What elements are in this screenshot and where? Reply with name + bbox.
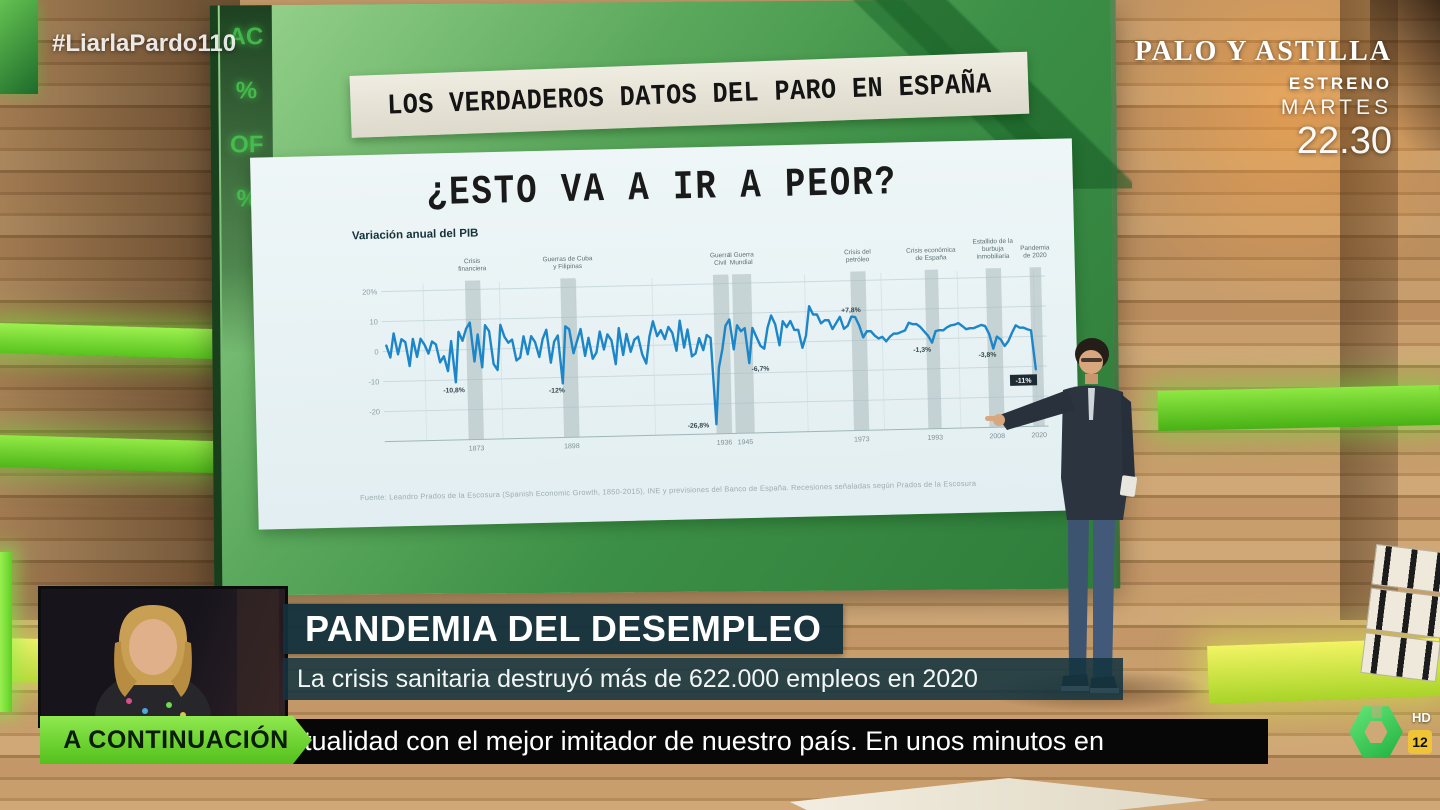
lasexta-logo-hole [1364, 720, 1388, 744]
presenter-jeans-left [1068, 520, 1089, 676]
letter-block [1365, 587, 1440, 639]
svg-text:Guerra: Guerra [710, 252, 731, 259]
svg-text:-12%: -12% [549, 387, 565, 394]
hashtag: #LiarlaPardo110 [52, 30, 237, 57]
deco-glyph: OF [230, 131, 264, 159]
ticker-tag: A CONTINUACIÓN [40, 716, 312, 764]
promo-tag: ESTRENO [1288, 74, 1392, 93]
led-strip-left-1 [0, 322, 217, 360]
presenter-pointing-arm [997, 390, 1075, 430]
presenter-finger [985, 416, 997, 421]
inset-video [38, 586, 288, 763]
lower-third-headline: PANDEMIA DEL DESEMPLEO [305, 608, 822, 649]
svg-text:-10,8%: -10,8% [443, 387, 465, 395]
channel-bug: HD 12 [1348, 704, 1440, 764]
svg-text:-1,3%: -1,3% [913, 347, 931, 354]
svg-text:financiera: financiera [458, 265, 487, 273]
svg-text:Crisis: Crisis [464, 258, 481, 265]
svg-text:petróleo: petróleo [846, 256, 870, 264]
svg-text:-26,8%: -26,8% [688, 422, 710, 430]
ticker-bar: tualidad con el mejor imitador de nuestr… [292, 719, 1268, 764]
svg-text:10: 10 [369, 317, 378, 326]
svg-text:-11%: -11% [1015, 378, 1032, 385]
svg-text:-10: -10 [368, 377, 379, 386]
deco-glyph: % [235, 77, 258, 105]
inset-dot [166, 702, 172, 708]
svg-text:20%: 20% [362, 287, 378, 296]
svg-text:Civil: Civil [714, 260, 727, 267]
lower-third-subheadline: La crisis sanitaria destruyó más de 622.… [297, 664, 978, 693]
svg-text:1873: 1873 [469, 445, 485, 452]
svg-text:-6,7%: -6,7% [752, 366, 770, 373]
svg-text:Variación anual del PIB: Variación anual del PIB [352, 227, 479, 242]
svg-text:0: 0 [374, 347, 378, 356]
presenter-glasses [1081, 358, 1102, 362]
inset-guest-hair-side [114, 641, 137, 697]
svg-text:Crisis del: Crisis del [844, 249, 871, 257]
chart-card: ¿ESTO VA A IR A PEOR? 20% 10 0 -10 -20 Crisis… [250, 138, 1081, 530]
inset-dot [126, 698, 132, 704]
svg-text:1936: 1936 [717, 439, 733, 446]
letter-block [1371, 543, 1440, 595]
inset-bg-panel [237, 589, 279, 719]
svg-text:1973: 1973 [854, 436, 870, 443]
svg-text:+7,8%: +7,8% [841, 307, 861, 314]
age-rating-badge: 12 [1408, 730, 1432, 754]
svg-text:-20: -20 [369, 407, 380, 416]
wall-dark-corner [1370, 0, 1440, 150]
svg-text:Mundial: Mundial [730, 259, 753, 267]
presenter-neck [1085, 374, 1098, 384]
promo-time: 22.30 [1296, 120, 1392, 162]
lower-third-subheadline-bar: La crisis sanitaria destruyó más de 622.… [283, 658, 1123, 700]
gdp-chart-wrap: 20% 10 0 -10 -20 Crisis financiera 1873 Guerras … [352, 211, 1058, 487]
inset-guest-face [129, 619, 177, 675]
corner-monitor-edge [0, 0, 38, 94]
promo-block: PALO Y ASTILLA ESTRENO MARTES 22.30 [1135, 36, 1392, 163]
presenter-right-arm [1121, 394, 1135, 484]
svg-text:1945: 1945 [738, 439, 754, 446]
svg-text:2008: 2008 [989, 433, 1005, 440]
svg-text:-3,8%: -3,8% [978, 352, 996, 359]
svg-text:burbuja: burbuja [982, 245, 1004, 253]
ticker-text: tualidad con el mejor imitador de nuestr… [304, 726, 1104, 756]
hd-badge: HD [1412, 710, 1431, 725]
studio-video-wall: AC % OF % LOS VERDADEROS DATOS DEL PARO … [209, 0, 1133, 596]
lower-third-headline-box: PANDEMIA DEL DESEMPLEO [283, 604, 844, 654]
led-strip-right [1157, 385, 1440, 431]
promo-day: MARTES [1280, 96, 1392, 119]
svg-text:Estallido de la: Estallido de la [972, 238, 1013, 246]
wall-shadow-left [0, 0, 240, 620]
led-strip-floor-left [0, 552, 12, 712]
svg-text:de 2020: de 2020 [1023, 252, 1047, 260]
svg-text:inmobiliaria: inmobiliaria [977, 253, 1010, 261]
led-strip-left-2 [0, 434, 217, 474]
inset-dot [142, 708, 148, 714]
presenter-figure [985, 328, 1195, 706]
lasexta-logo-notch [1372, 704, 1382, 718]
presenter-shirt [1088, 388, 1095, 420]
svg-text:de España: de España [915, 254, 947, 262]
svg-text:Crisis económica: Crisis económica [906, 247, 956, 255]
wall-beam [1340, 0, 1398, 620]
svg-text:Guerras de Cuba: Guerras de Cuba [542, 255, 592, 263]
svg-text:1898: 1898 [564, 443, 580, 450]
presenter-cards [1119, 475, 1138, 497]
ticker-tag-label: A CONTINUACIÓN [63, 725, 289, 754]
svg-text:1993: 1993 [927, 434, 943, 441]
svg-text:y Filipinas: y Filipinas [553, 263, 583, 271]
chart-card-headline: ¿ESTO VA A IR A PEOR? [426, 160, 898, 218]
presenter-jeans-right [1093, 520, 1115, 678]
inset-guest-hair-side [171, 641, 192, 697]
presenter-blazer [1061, 385, 1129, 520]
svg-text:2020: 2020 [1031, 432, 1047, 439]
promo-title: PALO Y ASTILLA [1134, 36, 1392, 67]
svg-text:II Guerra: II Guerra [728, 251, 754, 259]
svg-text:Pandemia: Pandemia [1020, 244, 1050, 252]
screen-kicker-text: LOS VERDADEROS DATOS DEL PARO EN ESPAÑA [386, 67, 993, 123]
